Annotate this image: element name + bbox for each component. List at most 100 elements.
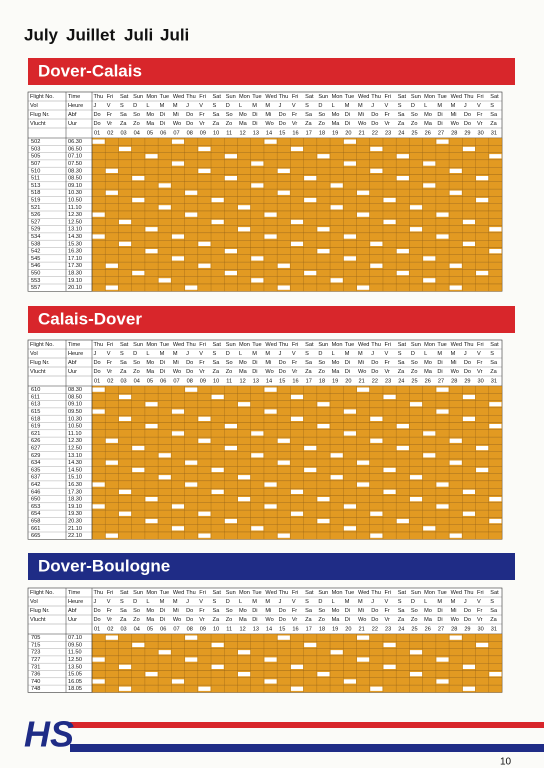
weekday-label: Za	[213, 617, 220, 623]
weekday-label: Vr	[477, 617, 483, 623]
weekday-label: Zo	[226, 121, 233, 127]
weekday-label: Ma	[332, 617, 341, 623]
weekday-label: Thu	[186, 342, 196, 348]
non-operating-day	[264, 234, 277, 239]
weekday-label: Za	[398, 617, 405, 623]
weekday-label: Wed	[451, 94, 462, 100]
schedule-band	[91, 641, 503, 649]
weekday-label: Do	[186, 369, 193, 375]
weekday-label: Mon	[146, 590, 157, 596]
flight-header: Vlucht	[30, 121, 46, 127]
non-operating-day	[224, 154, 237, 159]
date-label: 02	[107, 378, 113, 384]
flight-number: 646	[31, 489, 40, 495]
weekday-label: Fri	[107, 94, 114, 100]
weekday-label: Ma	[424, 369, 433, 375]
date-label: 09	[200, 130, 206, 136]
non-operating-day	[237, 672, 251, 677]
date-label: 06	[160, 626, 166, 632]
non-operating-day	[436, 139, 449, 144]
date-label: 09	[200, 378, 206, 384]
weekday-label: Mi	[358, 112, 364, 118]
weekday-label: L	[146, 351, 149, 357]
weekday-label: Fr	[384, 112, 389, 118]
flight-number: 634	[31, 460, 40, 466]
non-operating-day	[145, 497, 158, 502]
weekday-label: Za	[120, 369, 127, 375]
weekday-label: Sat	[120, 342, 129, 348]
non-operating-day	[185, 657, 198, 662]
weekday-label: Mo	[239, 112, 247, 118]
non-operating-day	[383, 394, 396, 400]
weekday-label: M	[345, 599, 350, 605]
weekday-label: Wed	[173, 342, 184, 348]
weekday-label: Thu	[94, 590, 104, 596]
non-operating-day	[370, 263, 383, 268]
non-operating-day	[198, 263, 211, 268]
weekday-label: Do	[371, 112, 378, 118]
weekday-label: Sa	[305, 112, 313, 118]
non-operating-day	[211, 664, 224, 669]
weekday-label: Thu	[464, 590, 474, 596]
non-operating-day	[409, 650, 423, 655]
departure-time: 16.05	[68, 679, 82, 685]
flight-number: 521	[31, 205, 40, 211]
weekday-label: S	[120, 351, 124, 357]
weekday-label: Za	[120, 617, 127, 623]
weekday-label: M	[173, 103, 178, 109]
schedule-band	[91, 473, 503, 482]
non-operating-day	[158, 475, 171, 480]
weekday-label: Zo	[411, 121, 418, 127]
weekday-label: Fri	[477, 94, 484, 100]
weekday-label: Ma	[332, 369, 341, 375]
departure-time: 18.30	[68, 271, 82, 277]
non-operating-day	[343, 256, 357, 261]
date-label: 15	[279, 626, 285, 632]
non-operating-day	[171, 234, 185, 239]
departure-time: 20.10	[68, 285, 82, 291]
weekday-label: Zo	[411, 617, 418, 623]
weekday-label: L	[332, 351, 335, 357]
flight-number: 613	[31, 402, 40, 408]
weekday-label: V	[292, 599, 296, 605]
non-operating-day	[476, 270, 489, 276]
non-operating-day	[317, 402, 330, 407]
date-label: 18	[319, 130, 325, 136]
schedule-band	[91, 174, 503, 182]
weekday-label: M	[252, 351, 257, 357]
departure-time: 19.10	[68, 278, 82, 284]
weekday-label: Tue	[252, 342, 261, 348]
non-operating-day	[185, 482, 198, 487]
weekday-label: Di	[160, 121, 165, 127]
non-operating-day	[264, 504, 277, 509]
schedule-band	[91, 254, 503, 263]
weekday-label: Do	[279, 112, 286, 118]
date-label: 17	[306, 626, 312, 632]
weekday-label: Wed	[358, 342, 369, 348]
weekday-label: Fr	[107, 608, 112, 614]
date-label: 15	[279, 378, 285, 384]
weekday-label: Za	[398, 121, 405, 127]
date-label: 31	[491, 130, 497, 136]
non-operating-day	[449, 533, 462, 538]
date-label: 16	[292, 130, 298, 136]
non-operating-day	[211, 489, 224, 494]
weekday-label: Di	[437, 121, 442, 127]
weekday-label: Sat	[305, 342, 314, 348]
non-operating-day	[396, 176, 409, 181]
non-operating-day	[185, 212, 198, 217]
weekday-label: Sa	[490, 360, 498, 366]
weekday-label: Mo	[239, 360, 247, 366]
weekday-label: Ma	[424, 121, 433, 127]
departure-time: 18.30	[68, 497, 82, 503]
weekday-label: So	[318, 608, 325, 614]
weekday-label: Sun	[133, 590, 143, 596]
non-operating-day	[237, 205, 251, 210]
weekday-label: D	[318, 103, 322, 109]
departure-time: 15.10	[68, 475, 82, 481]
weekday-label: Zo	[318, 369, 325, 375]
weekday-label: Do	[371, 369, 378, 375]
non-operating-day	[423, 431, 436, 436]
non-operating-day	[277, 635, 290, 640]
weekday-label: Vr	[292, 121, 298, 127]
